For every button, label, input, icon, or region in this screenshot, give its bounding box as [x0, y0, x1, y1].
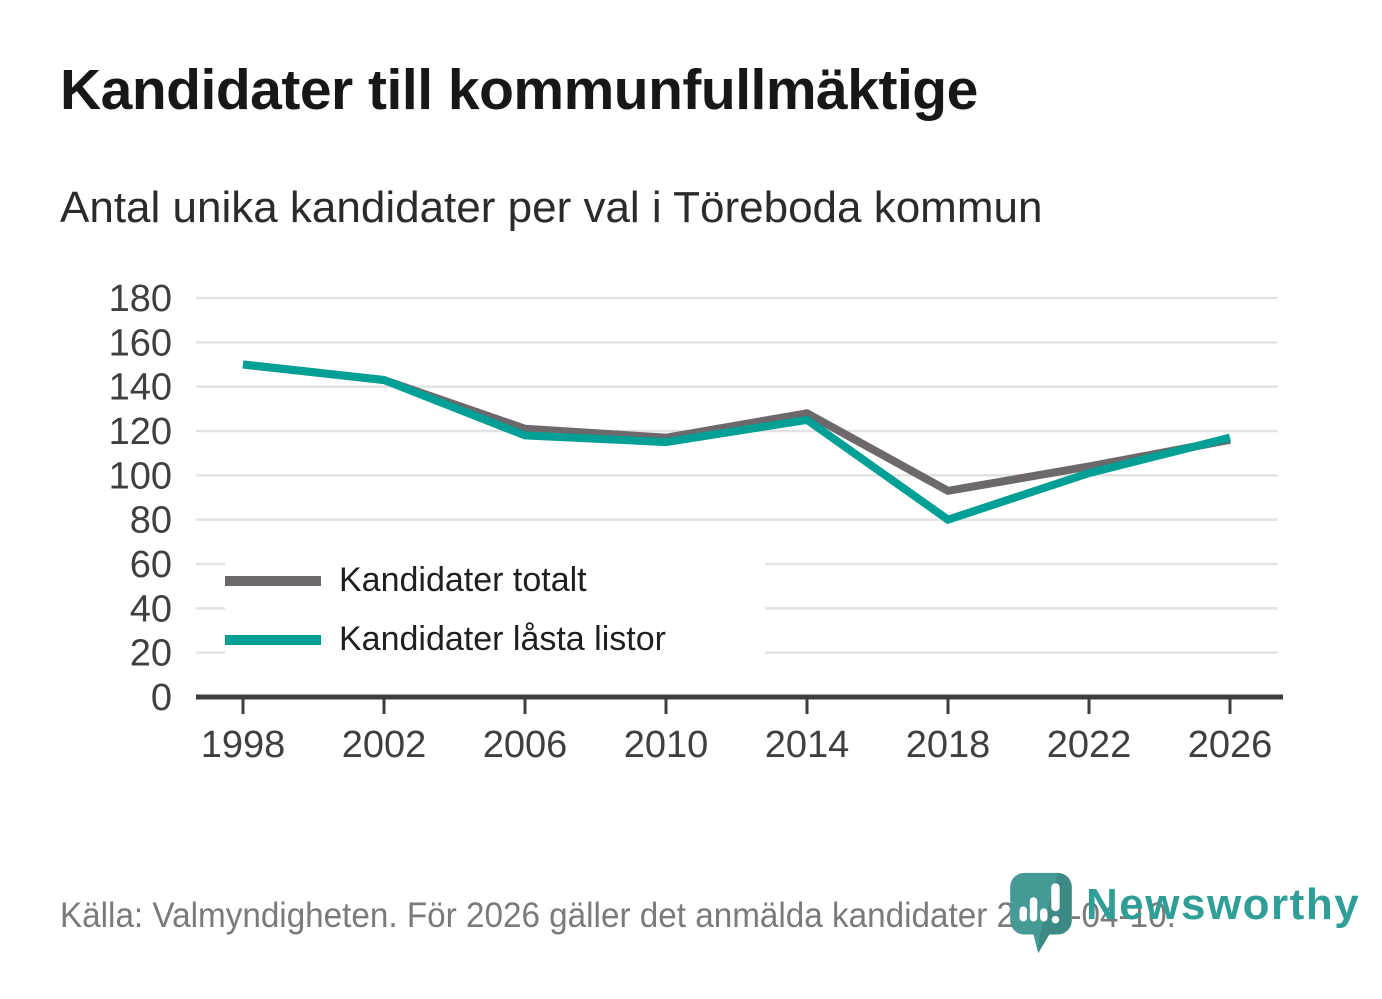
newsworthy-logo: Newsworthy [1006, 872, 1360, 956]
source-note: Källa: Valmyndigheten. För 2026 gäller d… [60, 896, 1176, 935]
y-tick-label: 100 [109, 455, 172, 497]
page-title: Kandidater till kommunfullmäktige [60, 58, 978, 122]
y-tick-label: 160 [109, 322, 172, 364]
x-tick-label: 1998 [201, 724, 286, 766]
y-tick-label: 80 [130, 500, 172, 542]
y-tick-label: 60 [130, 544, 172, 586]
legend-label-total: Kandidater totalt [339, 561, 587, 599]
y-tick-label: 180 [109, 278, 172, 320]
series-line-locked-lists [242, 360, 1231, 525]
chart-legend: Kandidater totalt Kandidater låsta listo… [225, 551, 765, 669]
y-tick-label: 120 [109, 411, 172, 453]
x-tick-label: 2014 [765, 724, 850, 766]
x-tick-label: 2010 [624, 724, 709, 766]
chart-subtitle: Antal unika kandidater per val i Törebod… [60, 183, 1043, 232]
legend-item-locked-lists: Kandidater låsta listor [225, 612, 765, 668]
y-tick-label: 40 [130, 588, 172, 630]
x-tick-label: 2018 [906, 724, 991, 766]
newsworthy-pin-barchart-icon [1010, 872, 1072, 954]
y-tick-label: 140 [109, 367, 172, 409]
x-tick-label: 2026 [1188, 724, 1273, 766]
y-tick-label: 0 [151, 677, 172, 719]
legend-swatch-total [225, 575, 321, 586]
legend-label-locked-lists: Kandidater låsta listor [339, 620, 666, 658]
legend-swatch-locked-lists [225, 634, 321, 645]
x-tick-label: 2006 [483, 724, 568, 766]
legend-item-total: Kandidater totalt [225, 553, 765, 609]
x-tick-label: 2022 [1047, 724, 1132, 766]
newsworthy-wordmark: Newsworthy [1086, 880, 1361, 929]
x-tick-label: 2002 [342, 724, 427, 766]
y-tick-label: 20 [130, 633, 172, 675]
